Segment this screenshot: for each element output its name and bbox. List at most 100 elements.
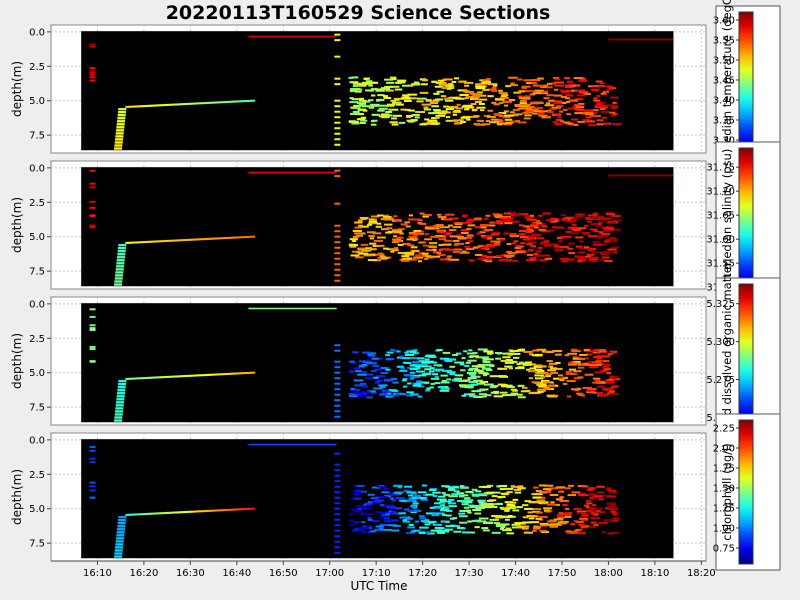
data-cell [115, 268, 124, 271]
data-cell [540, 523, 551, 526]
data-cell [426, 354, 436, 357]
data-cell [589, 507, 596, 510]
data-cell [440, 381, 450, 384]
data-cell [559, 89, 565, 92]
data-cell [412, 502, 419, 505]
data-cell [125, 513, 130, 516]
data-cell [116, 537, 125, 540]
data-cell [596, 95, 601, 98]
data-cell [469, 259, 475, 262]
data-cell [439, 509, 449, 512]
data-cell [404, 353, 415, 356]
data-cell [529, 93, 536, 96]
data-cell [237, 236, 243, 239]
data-cell [141, 241, 146, 244]
data-cell [334, 360, 341, 363]
data-cell [490, 240, 501, 243]
data-cell [89, 45, 96, 48]
data-cell [487, 83, 498, 86]
data-cell [460, 251, 470, 254]
data-cell [593, 514, 599, 517]
data-cell [406, 391, 414, 394]
data-cell [521, 85, 531, 88]
data-cell [118, 379, 127, 383]
data-cell [334, 546, 341, 549]
data-cell [154, 240, 159, 243]
data-cell [433, 92, 440, 95]
data-cell [534, 371, 542, 374]
data-cell [603, 363, 611, 366]
data-cell [547, 520, 557, 523]
data-cell [464, 386, 472, 389]
data-cell [463, 350, 468, 353]
data-cell [593, 99, 601, 102]
data-cell [372, 232, 382, 235]
data-cell [510, 220, 520, 223]
data-cell [445, 99, 454, 102]
data-cell [349, 523, 355, 526]
data-cell [371, 370, 377, 373]
data-cell [404, 251, 415, 254]
data-cell [241, 508, 246, 511]
data-cell [89, 449, 96, 452]
data-cell [544, 484, 554, 487]
data-cell [420, 230, 425, 233]
data-cell [348, 519, 354, 522]
data-cell [437, 213, 442, 216]
data-cell [436, 229, 445, 232]
data-cell [504, 509, 510, 512]
data-cell [520, 105, 530, 108]
data-cell [609, 376, 619, 379]
data-cell [356, 113, 364, 116]
data-cell [452, 113, 457, 116]
data-cell [467, 218, 473, 221]
data-cell [507, 359, 514, 362]
data-cell [151, 376, 156, 379]
data-cell [608, 377, 617, 380]
data-cell [591, 517, 601, 520]
data-cell [499, 238, 506, 241]
data-cell [354, 221, 363, 224]
data-cell [544, 258, 553, 261]
data-cell [585, 506, 590, 509]
data-cell [116, 126, 125, 129]
data-cell [458, 119, 464, 122]
panels-group: 0.02.55.07.5depth(m)3.303.353.403.453.50… [10, 0, 781, 571]
data-cell [410, 258, 417, 261]
data-cell [515, 244, 522, 247]
data-cell [503, 516, 512, 519]
data-cell [234, 372, 240, 375]
data-cell [510, 120, 519, 123]
data-cell [520, 96, 531, 99]
data-cell [604, 259, 613, 262]
data-cell [520, 236, 529, 239]
data-cell [503, 123, 512, 126]
data-cell [494, 392, 499, 395]
data-cell [352, 84, 359, 87]
data-cell [456, 492, 465, 495]
data-cell [531, 82, 538, 85]
data-cell [566, 532, 574, 535]
data-cell [359, 382, 367, 385]
data-cell [448, 106, 459, 109]
data-cell [490, 118, 500, 121]
data-cell [504, 222, 513, 225]
data-cell [592, 377, 601, 380]
data-cell [539, 491, 547, 494]
data-cell [442, 82, 447, 85]
data-cell [423, 258, 429, 261]
data-cell [366, 525, 373, 528]
data-cell [468, 380, 479, 383]
data-cell [116, 398, 125, 401]
data-cell [541, 496, 546, 499]
data-cell [419, 526, 429, 529]
data-cell [449, 365, 456, 368]
data-cell [577, 376, 584, 379]
data-cell [564, 86, 573, 89]
data-cell [404, 351, 409, 354]
data-cell [443, 233, 451, 236]
data-cell [392, 381, 399, 384]
data-cell [202, 238, 208, 241]
data-cell [595, 360, 601, 363]
data-cell [407, 84, 414, 87]
